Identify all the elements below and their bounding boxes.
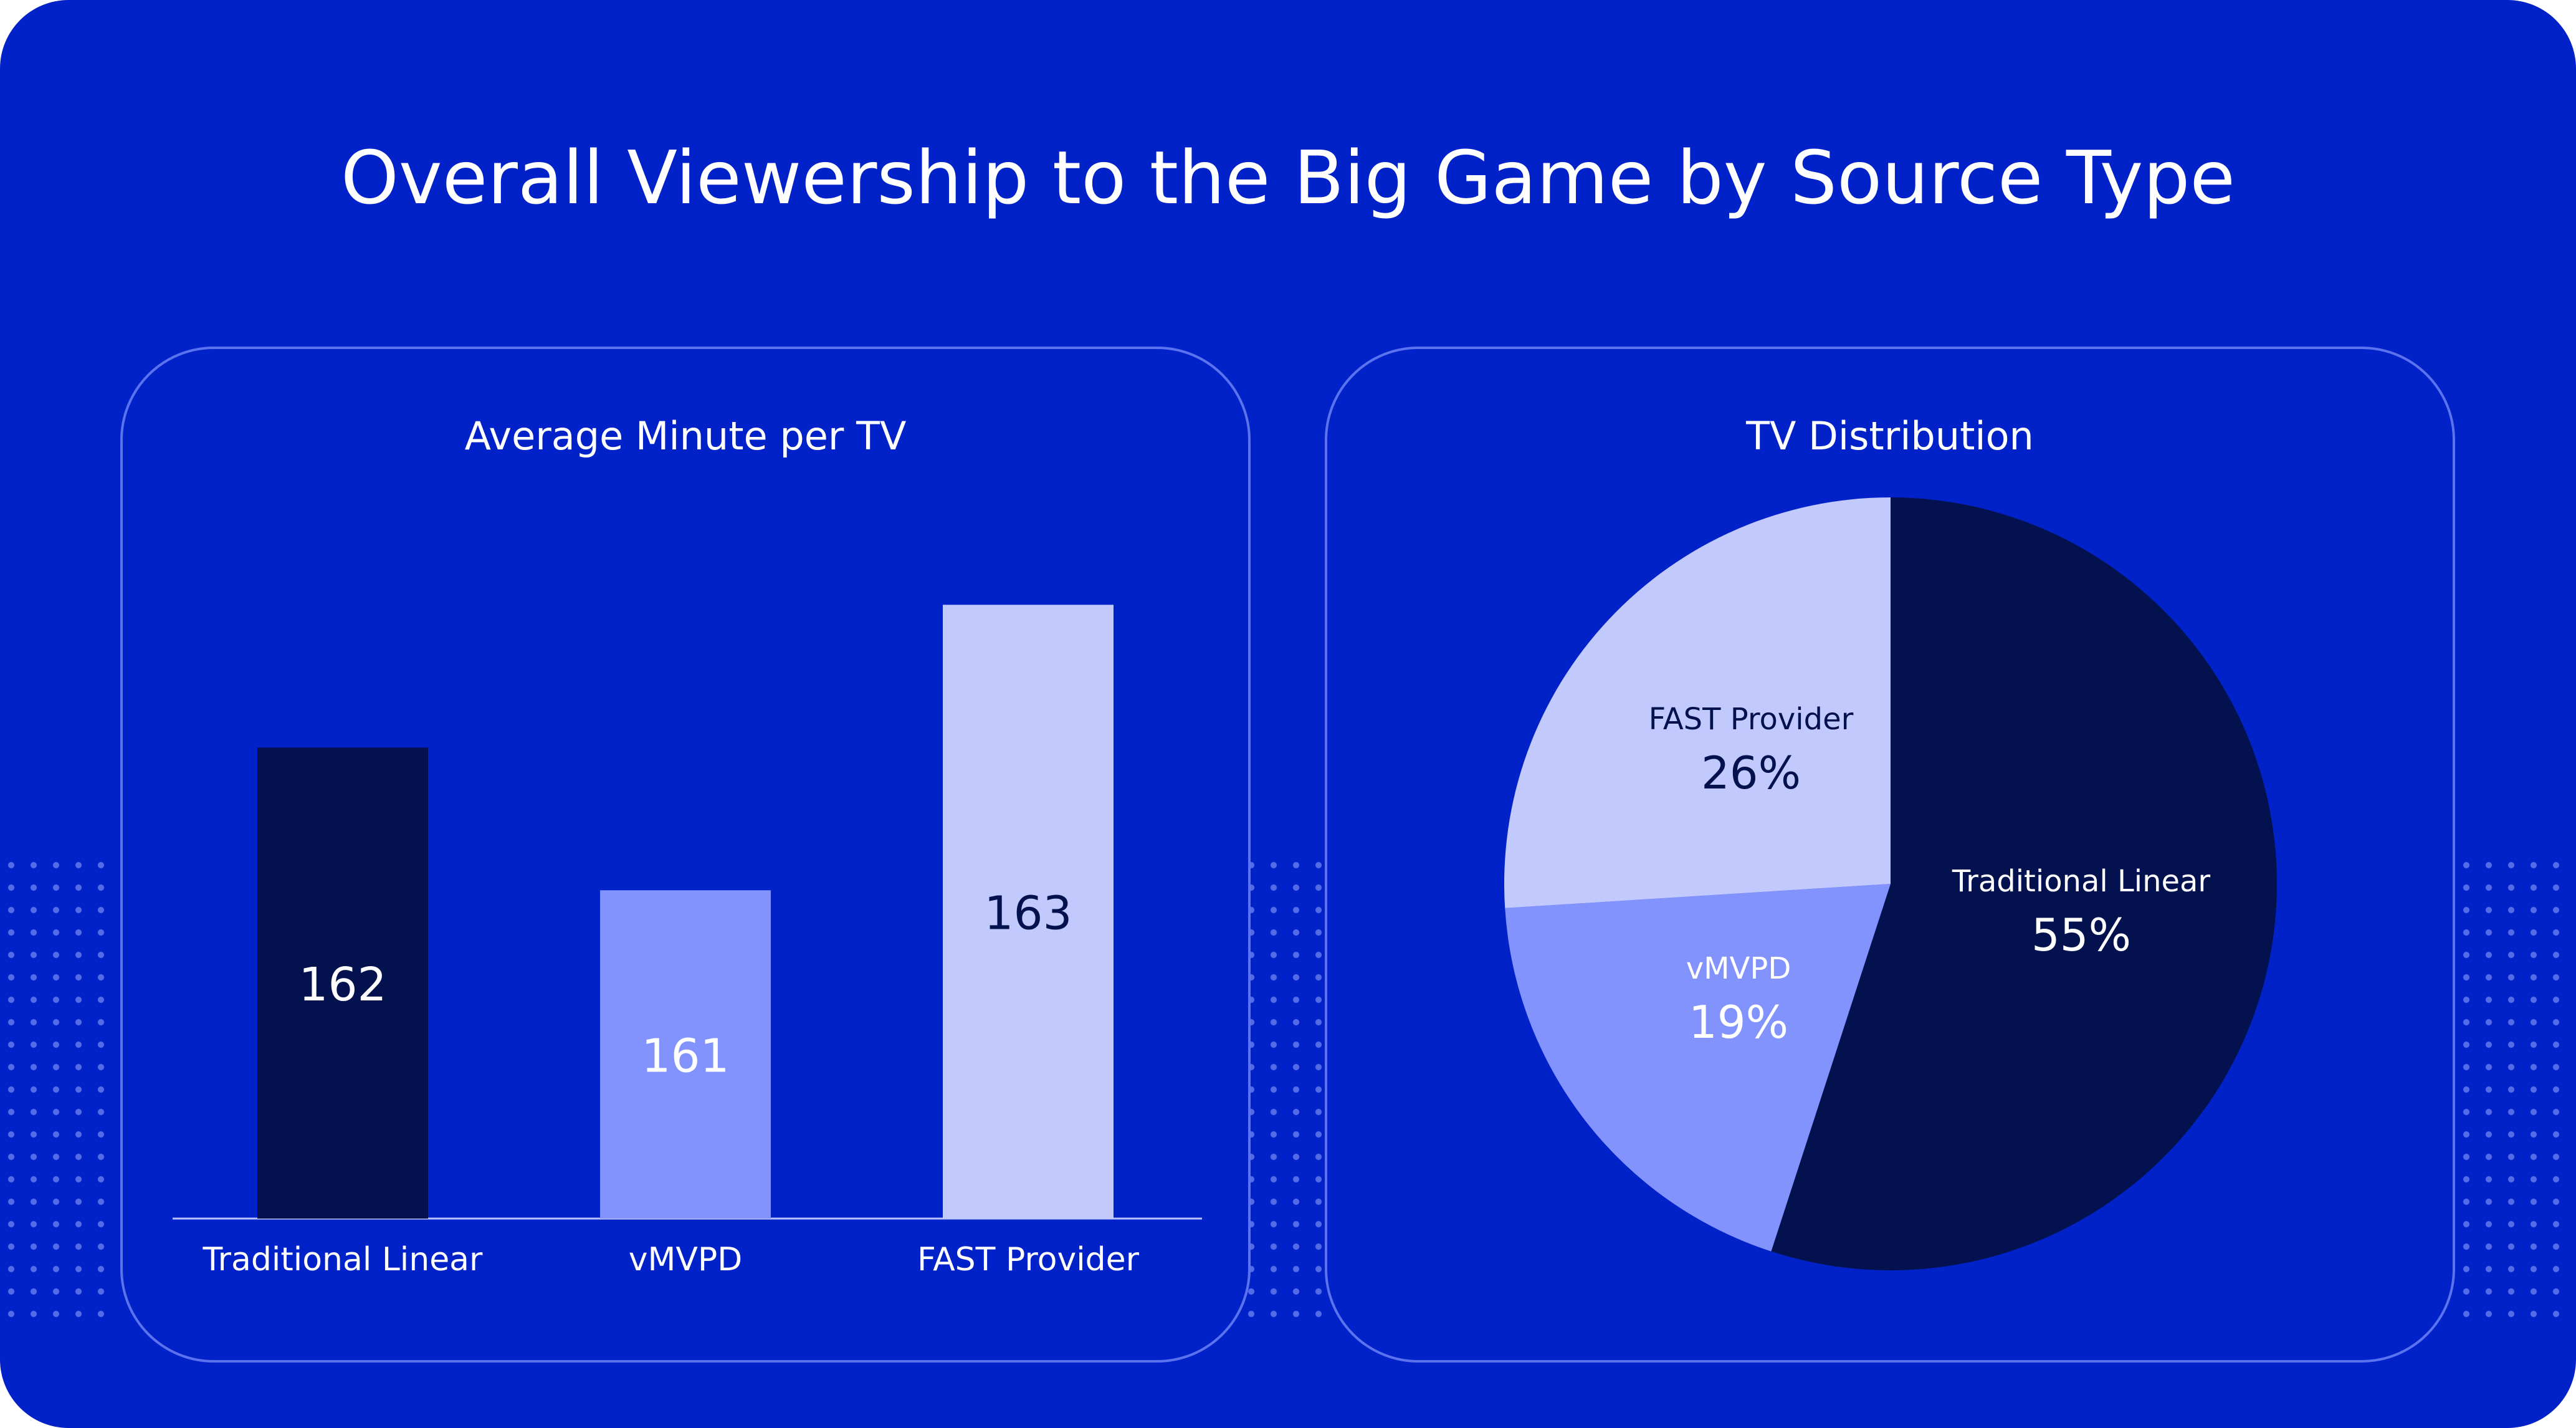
dot-pattern-middle <box>1240 854 1333 1321</box>
bar-fast-provider <box>943 605 1114 1219</box>
pie-chart-panel: TV Distribution Traditional Linear 55% vMV… <box>1325 347 2455 1363</box>
bar-value-label: 162 <box>298 958 386 1012</box>
bar-vmvpd <box>600 890 771 1219</box>
x-tick-label: Traditional Linear <box>203 1241 484 1278</box>
pie-slice-fast-provider <box>1504 497 1891 908</box>
dot-pattern-left <box>0 854 118 1321</box>
pie-slice-value: 19% <box>1689 996 1788 1048</box>
pie-slice-vmvpd <box>1505 884 1891 1252</box>
pie-slice-label: FAST Provider <box>1649 702 1854 737</box>
bar-chart: 162 Traditional Linear 161 vMVPD 163 FAST Pro… <box>173 605 1202 1278</box>
pie-chart: Traditional Linear 55% vMVPD 19% FAST Provid… <box>1504 497 2278 1270</box>
bar-traditional-linear <box>257 747 428 1219</box>
x-tick-label: FAST Provider <box>917 1241 1140 1278</box>
bar-value-label: 163 <box>984 887 1072 941</box>
pie-slice-traditional-linear <box>1771 497 2278 1270</box>
bar-chart-panel: Average Minute per TV 162 Traditional Lin… <box>120 347 1251 1363</box>
pie-slice-value: 26% <box>1701 747 1801 799</box>
bar-value-label: 161 <box>641 1030 729 1083</box>
bar-chart-title: Average Minute per TV <box>464 413 907 459</box>
page-title: Overall Viewership to the Big Game by So… <box>341 135 2235 221</box>
pie-chart-title: TV Distribution <box>1746 413 2034 459</box>
dot-pattern-right <box>2455 854 2574 1321</box>
pie-slice-value: 55% <box>2031 909 2131 961</box>
pie-slice-label: vMVPD <box>1686 951 1791 986</box>
pie-slice-label: Traditional Linear <box>1952 864 2211 899</box>
x-tick-label: vMVPD <box>629 1241 743 1278</box>
